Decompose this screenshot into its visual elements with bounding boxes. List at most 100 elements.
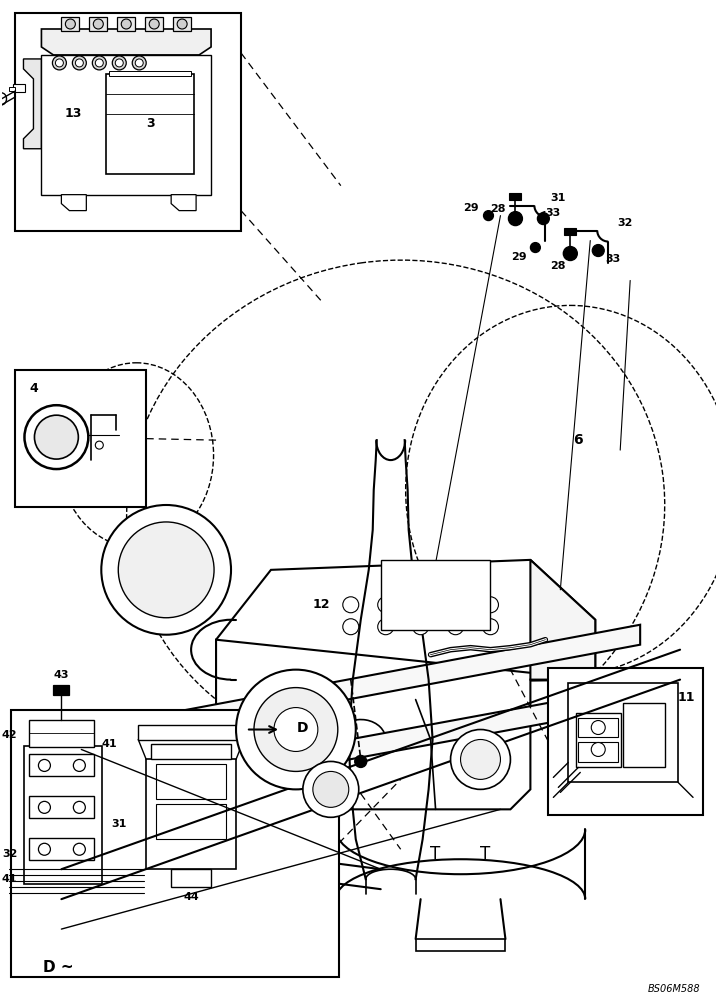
Bar [29, 754, 95, 776]
Text: 31: 31 [112, 819, 127, 829]
Circle shape [73, 843, 85, 855]
Text: 13: 13 [64, 107, 82, 120]
Circle shape [303, 761, 359, 817]
Polygon shape [24, 59, 42, 149]
Circle shape [412, 597, 429, 613]
Circle shape [101, 505, 231, 635]
Text: 28: 28 [490, 204, 505, 214]
Circle shape [591, 742, 605, 756]
Polygon shape [82, 625, 640, 749]
Text: 6: 6 [574, 433, 583, 447]
Bar [16, 370, 146, 507]
Bar [381, 560, 490, 630]
Bar [110, 71, 191, 76]
Circle shape [115, 59, 123, 67]
Circle shape [177, 19, 187, 29]
Circle shape [149, 19, 159, 29]
Text: 32: 32 [617, 218, 633, 228]
Bar [146, 759, 236, 869]
Bar [62, 17, 79, 31]
Polygon shape [42, 29, 211, 55]
Bar [415, 939, 505, 951]
Text: 29: 29 [463, 203, 478, 213]
Circle shape [121, 19, 131, 29]
Circle shape [34, 415, 78, 459]
Circle shape [448, 619, 463, 635]
Bar [623, 703, 665, 767]
Text: 11: 11 [677, 691, 695, 704]
Circle shape [343, 619, 359, 635]
Circle shape [95, 441, 103, 449]
Bar [54, 685, 69, 695]
Bar [548, 668, 703, 815]
Text: 3: 3 [146, 117, 155, 130]
Bar [106, 74, 194, 174]
Bar [90, 17, 107, 31]
Bar [9, 87, 16, 91]
Circle shape [448, 597, 463, 613]
Circle shape [412, 619, 429, 635]
Bar [171, 869, 211, 887]
Text: BS06M588: BS06M588 [647, 984, 700, 994]
Circle shape [112, 56, 126, 70]
Bar [145, 17, 163, 31]
Circle shape [39, 759, 50, 771]
Circle shape [354, 755, 367, 767]
Bar [569, 683, 678, 782]
Circle shape [92, 56, 106, 70]
Circle shape [95, 59, 103, 67]
Circle shape [132, 56, 146, 70]
Text: 41: 41 [2, 874, 17, 884]
Bar [29, 796, 95, 818]
Text: D: D [297, 721, 309, 735]
Text: T: T [480, 845, 490, 863]
Bar [151, 744, 231, 759]
Circle shape [118, 522, 214, 618]
Bar [156, 764, 226, 799]
Circle shape [563, 247, 577, 261]
Circle shape [531, 243, 541, 253]
Circle shape [236, 670, 356, 789]
Bar [579, 718, 618, 737]
Circle shape [592, 245, 604, 257]
Circle shape [343, 597, 359, 613]
Circle shape [378, 597, 394, 613]
Text: 31: 31 [551, 193, 566, 203]
Bar [14, 84, 26, 92]
Circle shape [73, 801, 85, 813]
Bar [576, 713, 621, 767]
Text: 44: 44 [183, 892, 199, 902]
Text: 32: 32 [2, 849, 17, 859]
Circle shape [274, 708, 318, 751]
Bar [29, 838, 95, 860]
Bar [24, 746, 102, 884]
Bar [11, 710, 339, 977]
Circle shape [254, 688, 338, 771]
Circle shape [75, 59, 83, 67]
Bar [117, 17, 135, 31]
Polygon shape [216, 560, 595, 700]
Circle shape [450, 730, 511, 789]
Circle shape [508, 212, 523, 226]
Bar [16, 13, 241, 231]
Text: 43: 43 [54, 670, 69, 680]
Polygon shape [62, 195, 87, 211]
Circle shape [65, 19, 75, 29]
Bar [564, 228, 576, 235]
Bar [29, 720, 95, 747]
Text: 33: 33 [546, 208, 561, 218]
Circle shape [93, 19, 103, 29]
Text: 4: 4 [29, 382, 38, 395]
Text: 42: 42 [2, 730, 17, 740]
Text: 33: 33 [606, 254, 621, 264]
Circle shape [591, 721, 605, 735]
Circle shape [378, 619, 394, 635]
Text: 28: 28 [551, 261, 566, 271]
Circle shape [538, 213, 549, 225]
Bar [173, 17, 191, 31]
Text: D ~: D ~ [44, 960, 74, 975]
Circle shape [24, 405, 88, 469]
Circle shape [72, 56, 87, 70]
Bar [579, 742, 618, 762]
Circle shape [483, 211, 493, 221]
